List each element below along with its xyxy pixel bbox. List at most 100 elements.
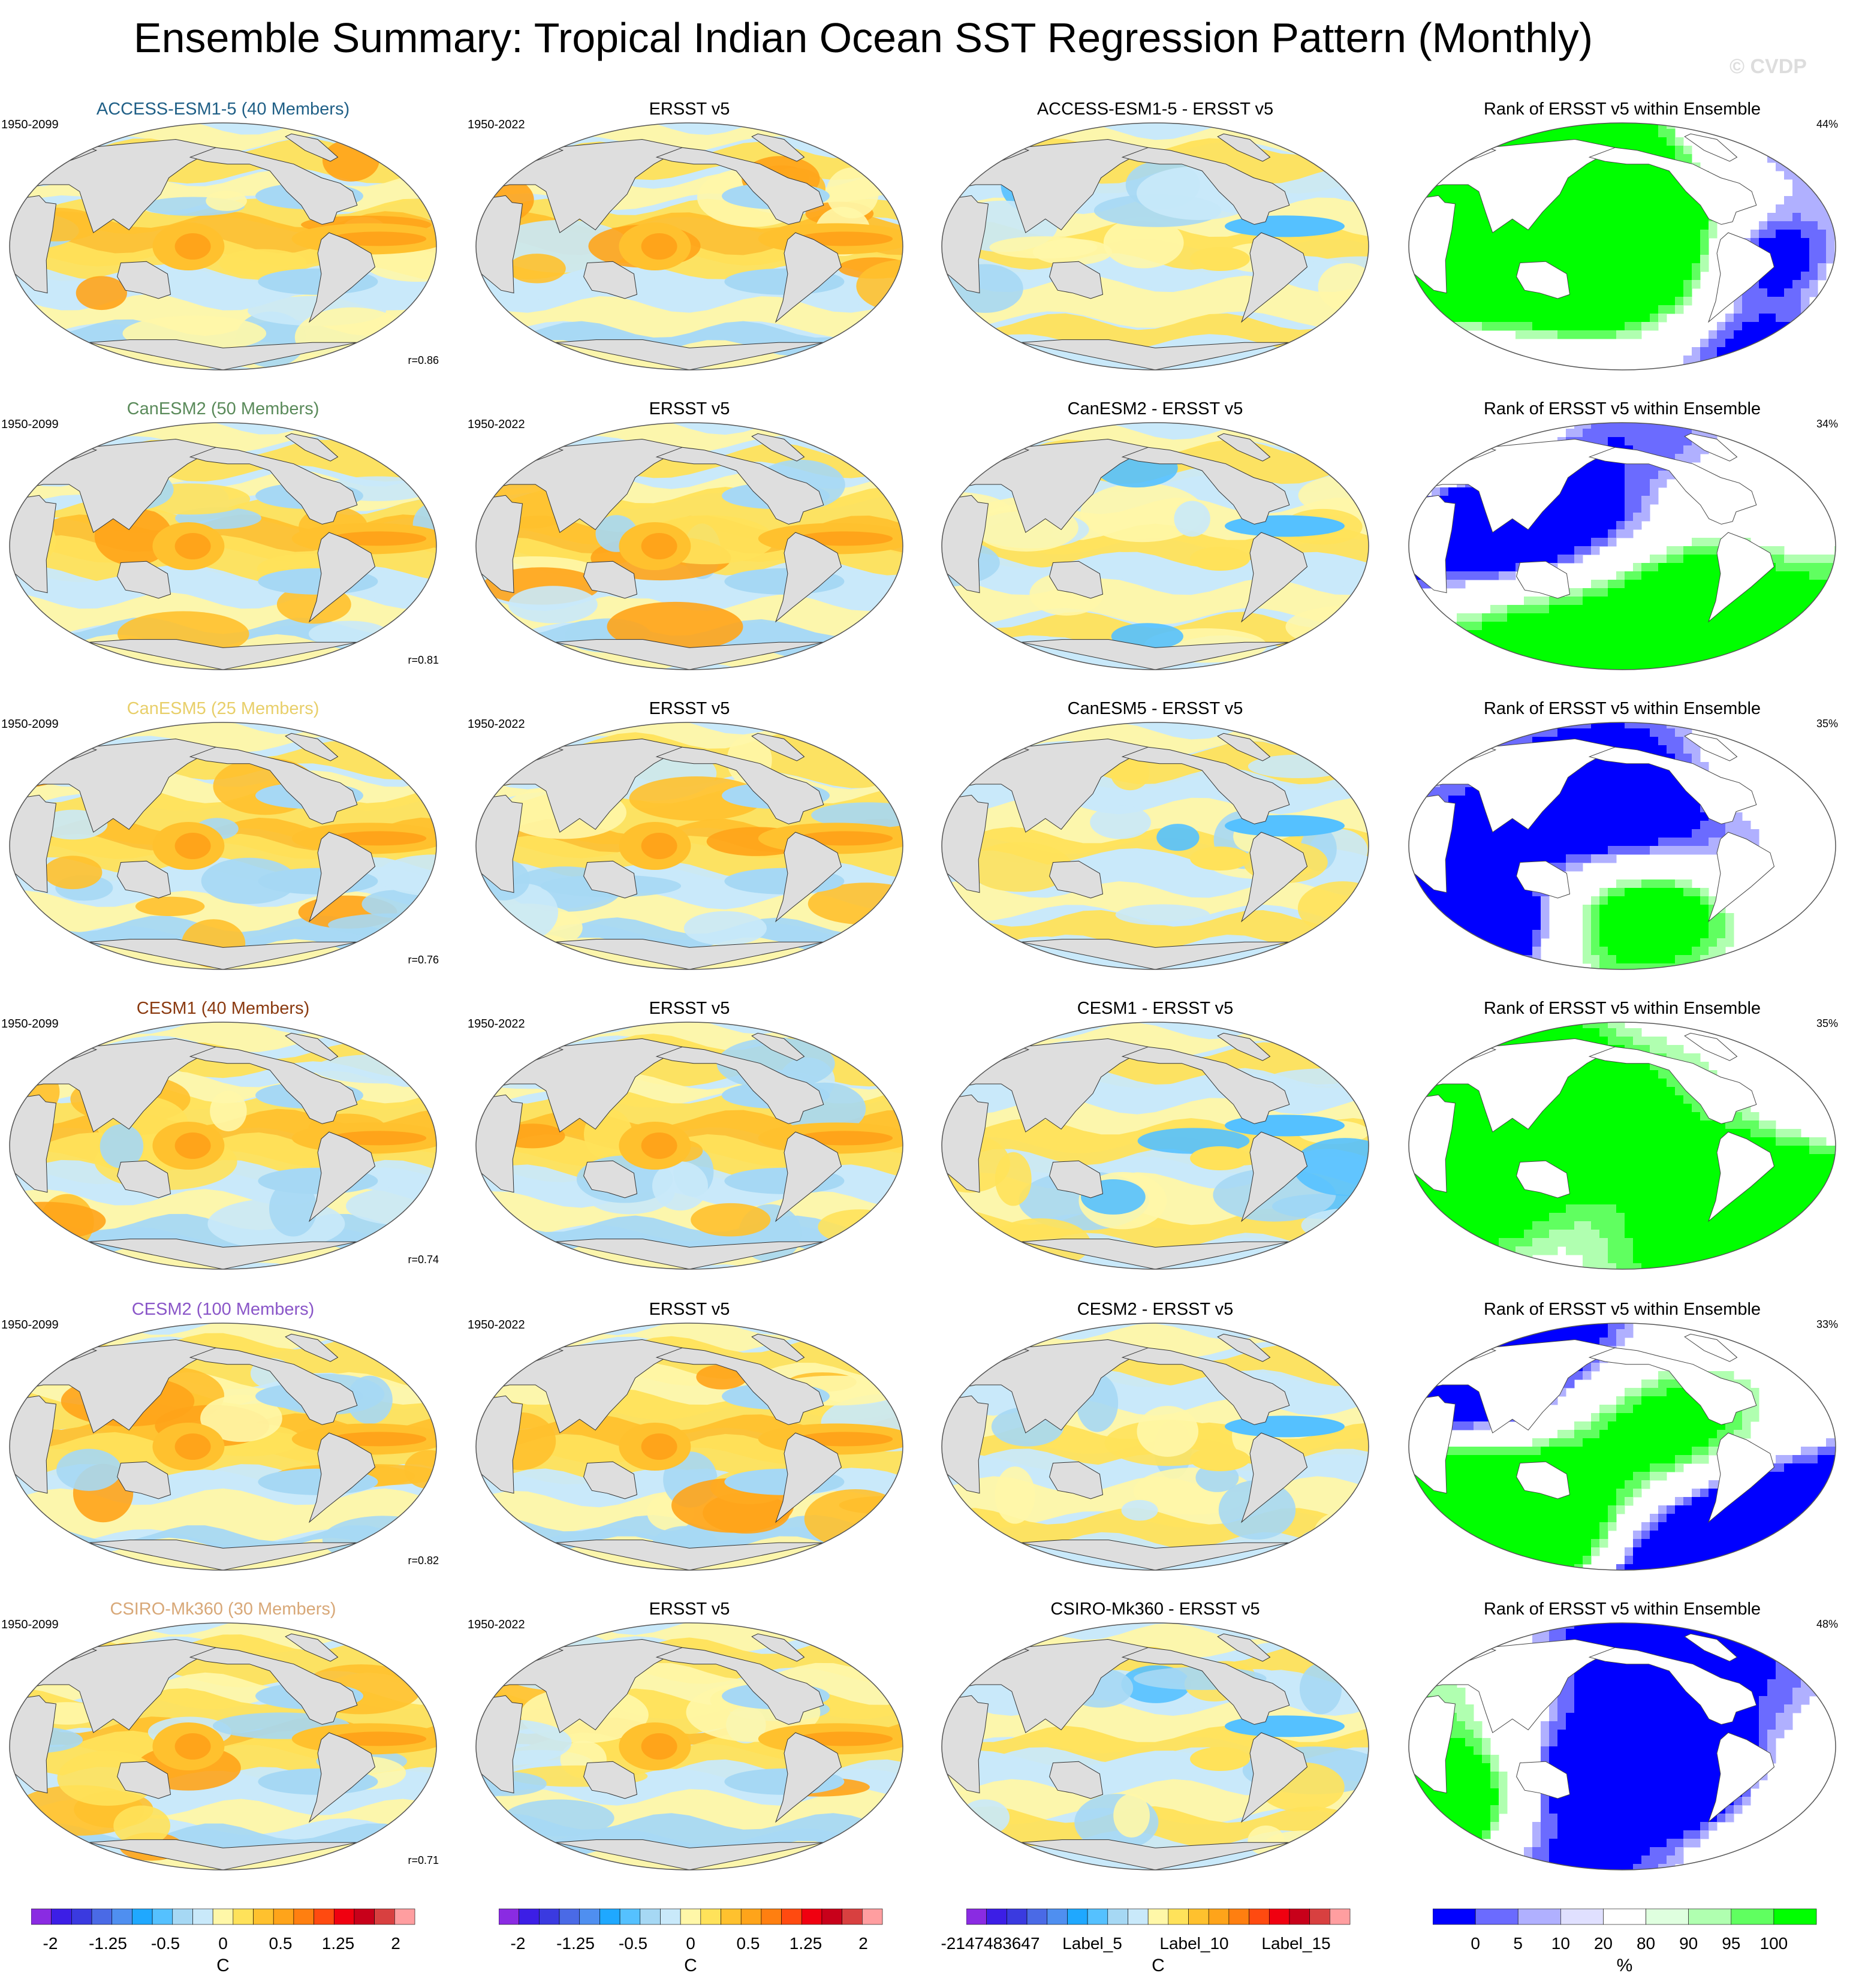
colorbar-4: 0 5 10 20 80 90 95 100% bbox=[1433, 1906, 1852, 1975]
diff-panel: CanESM2 - ERSST v5 bbox=[933, 399, 1377, 698]
colorbar-tick-label: Label_5 bbox=[1062, 1934, 1122, 1953]
model-title: CanESM5 (25 Members) bbox=[126, 699, 320, 718]
global-map bbox=[1408, 722, 1836, 970]
colorbar-tick-label: 0 bbox=[218, 1934, 228, 1953]
colorbar-1: -2 -1.25 -0.5 0 0.5 1.25 2 C bbox=[31, 1906, 451, 1975]
colorbar-tick-label: Label_10 bbox=[1159, 1934, 1229, 1953]
global-map bbox=[9, 1622, 437, 1870]
diff-title: CESM1 - ERSST v5 bbox=[1077, 999, 1234, 1018]
global-map bbox=[1408, 1022, 1836, 1270]
colorbar-swatches bbox=[499, 1908, 883, 1925]
model-panel: CESM1 (40 Members) 1950-2099 r=0.74 bbox=[1, 998, 445, 1298]
colorbar-tick-label: 0 bbox=[686, 1934, 695, 1953]
colorbar-tick-label: 5 bbox=[1513, 1934, 1523, 1953]
rank-panel: Rank of ERSST v5 within Ensemble 35% bbox=[1400, 998, 1844, 1298]
diff-panel: CanESM5 - ERSST v5 bbox=[933, 698, 1377, 998]
diff-title: CanESM2 - ERSST v5 bbox=[1067, 399, 1243, 418]
global-map bbox=[941, 422, 1369, 670]
global-map bbox=[9, 422, 437, 670]
obs-panel: ERSST v5 1950-2022 bbox=[468, 99, 911, 399]
model-panel: CSIRO-Mk360 (30 Members) 1950-2099 r=0.71 bbox=[1, 1599, 445, 1899]
rank-percent: 34% bbox=[1816, 418, 1838, 430]
obs-years: 1950-2022 bbox=[468, 718, 525, 731]
colorbar-tick-label: -0.5 bbox=[150, 1934, 180, 1953]
global-map bbox=[941, 122, 1369, 371]
model-title: ACCESS-ESM1-5 (40 Members) bbox=[96, 100, 350, 119]
pattern-correlation: r=0.86 bbox=[408, 354, 439, 366]
pattern-correlation: r=0.81 bbox=[408, 654, 439, 666]
colorbar-tick-label: 80 bbox=[1636, 1934, 1656, 1953]
diff-panel: CSIRO-Mk360 - ERSST v5 bbox=[933, 1599, 1377, 1899]
model-title: CESM1 (40 Members) bbox=[136, 999, 310, 1018]
colorbar-unit: % bbox=[1616, 1956, 1633, 1975]
rank-panel: Rank of ERSST v5 within Ensemble 35% bbox=[1400, 698, 1844, 998]
global-map bbox=[475, 1323, 903, 1571]
global-map bbox=[1408, 1622, 1836, 1870]
global-map bbox=[1408, 1323, 1836, 1571]
model-title: CSIRO-Mk360 (30 Members) bbox=[110, 1600, 336, 1619]
diff-title: CanESM5 - ERSST v5 bbox=[1067, 699, 1243, 718]
model-panel: CanESM5 (25 Members) 1950-2099 r=0.76 bbox=[1, 698, 445, 998]
colorbar-swatches bbox=[31, 1908, 415, 1925]
global-map bbox=[9, 1022, 437, 1270]
rank-percent: 44% bbox=[1816, 118, 1838, 130]
model-panel: CanESM2 (50 Members) 1950-2099 r=0.81 bbox=[1, 399, 445, 698]
colorbar-tick-label: 100 bbox=[1759, 1934, 1788, 1953]
model-years: 1950-2099 bbox=[1, 1017, 59, 1031]
colorbar-tick-label: -1.25 bbox=[556, 1934, 595, 1953]
pattern-correlation: r=0.76 bbox=[408, 954, 439, 966]
obs-panel: ERSST v5 1950-2022 bbox=[468, 998, 911, 1298]
obs-years: 1950-2022 bbox=[468, 118, 525, 131]
rank-title: Rank of ERSST v5 within Ensemble bbox=[1483, 699, 1761, 718]
diff-title: CSIRO-Mk360 - ERSST v5 bbox=[1050, 1600, 1260, 1619]
rank-percent: 35% bbox=[1816, 718, 1838, 730]
global-map bbox=[475, 422, 903, 670]
colorbar-tick-label: -1.25 bbox=[89, 1934, 127, 1953]
global-map bbox=[9, 722, 437, 970]
model-panel: ACCESS-ESM1-5 (40 Members) 1950-2099 r=0.8… bbox=[1, 99, 445, 399]
obs-panel: ERSST v5 1950-2022 bbox=[468, 698, 911, 998]
obs-panel: ERSST v5 1950-2022 bbox=[468, 1599, 911, 1899]
colorbar-tick-label: 1.25 bbox=[321, 1934, 355, 1953]
rank-title: Rank of ERSST v5 within Ensemble bbox=[1483, 399, 1761, 418]
pattern-correlation: r=0.82 bbox=[408, 1555, 439, 1567]
rank-title: Rank of ERSST v5 within Ensemble bbox=[1483, 999, 1761, 1018]
rank-title: Rank of ERSST v5 within Ensemble bbox=[1483, 1600, 1761, 1619]
obs-title: ERSST v5 bbox=[649, 1300, 730, 1319]
rank-percent: 35% bbox=[1816, 1017, 1838, 1029]
rank-panel: Rank of ERSST v5 within Ensemble 48% bbox=[1400, 1599, 1844, 1899]
colorbar-tick-label: 90 bbox=[1679, 1934, 1698, 1953]
obs-title: ERSST v5 bbox=[649, 999, 730, 1018]
global-map bbox=[475, 1022, 903, 1270]
colorbar-tick-label: 20 bbox=[1593, 1934, 1613, 1953]
colorbar-3: -2147483647 Label_5 Label_10 Label_15 C bbox=[941, 1906, 1386, 1975]
colorbar-swatches bbox=[966, 1908, 1351, 1925]
colorbar-2: -2 -1.25 -0.5 0 0.5 1.25 2 C bbox=[499, 1906, 918, 1975]
obs-title: ERSST v5 bbox=[649, 699, 730, 718]
colorbar-tick-label: Label_15 bbox=[1261, 1934, 1331, 1953]
colorbar-tick-label: -2 bbox=[510, 1934, 526, 1953]
obs-title: ERSST v5 bbox=[649, 100, 730, 119]
model-title: CESM2 (100 Members) bbox=[131, 1300, 315, 1319]
model-years: 1950-2099 bbox=[1, 1618, 59, 1631]
obs-panel: ERSST v5 1950-2022 bbox=[468, 1299, 911, 1599]
diff-panel: CESM1 - ERSST v5 bbox=[933, 998, 1377, 1298]
colorbar-tick-label: 95 bbox=[1722, 1934, 1741, 1953]
colorbar-tick-label: 0 bbox=[1471, 1934, 1480, 1953]
rank-percent: 33% bbox=[1816, 1318, 1838, 1330]
rank-title: Rank of ERSST v5 within Ensemble bbox=[1483, 1300, 1761, 1319]
rank-title: Rank of ERSST v5 within Ensemble bbox=[1483, 100, 1761, 119]
colorbar-unit: C bbox=[1152, 1956, 1165, 1975]
model-years: 1950-2099 bbox=[1, 718, 59, 731]
pattern-correlation: r=0.74 bbox=[408, 1254, 439, 1266]
diff-title: ACCESS-ESM1-5 - ERSST v5 bbox=[1037, 100, 1274, 119]
rank-panel: Rank of ERSST v5 within Ensemble 34% bbox=[1400, 399, 1844, 698]
colorbar-tick-label: 0.5 bbox=[736, 1934, 760, 1953]
global-map bbox=[941, 1022, 1369, 1270]
diff-panel: CESM2 - ERSST v5 bbox=[933, 1299, 1377, 1599]
global-map bbox=[1408, 422, 1836, 670]
obs-panel: ERSST v5 1950-2022 bbox=[468, 399, 911, 698]
global-map bbox=[475, 722, 903, 970]
model-years: 1950-2099 bbox=[1, 118, 59, 131]
obs-title: ERSST v5 bbox=[649, 399, 730, 418]
